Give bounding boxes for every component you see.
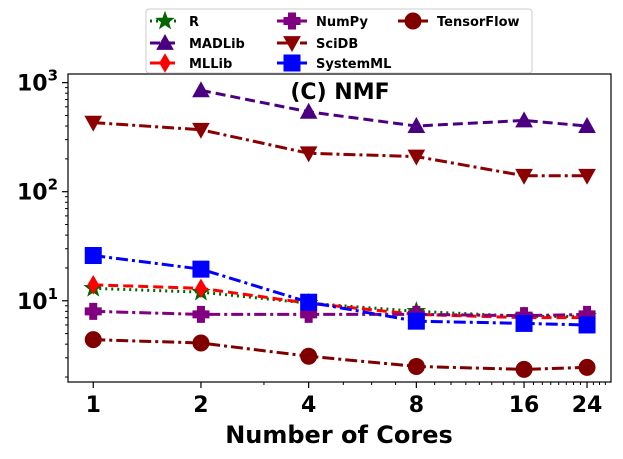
x-tick-label: 8 (409, 393, 424, 418)
data-point-madlib (192, 81, 210, 98)
series-scidb (84, 115, 596, 185)
y-tick-label: 101 (17, 285, 58, 315)
series-tensorflow (84, 331, 596, 378)
data-point-systemml (300, 293, 318, 311)
data-point-systemml (578, 316, 596, 334)
legend-entry-tensorflow: TensorFlow (398, 12, 520, 30)
series-line-mllib (93, 283, 588, 320)
x-tick-label: 16 (509, 393, 540, 418)
legend-label-systemml: SystemML (316, 57, 391, 72)
plot-frame (67, 73, 612, 383)
series-line-scidb (93, 121, 588, 178)
legend-marker-scidb (283, 36, 301, 53)
legend-entry-numpy: NumPy (277, 12, 368, 30)
data-point-numpy (84, 302, 102, 320)
data-point-scidb (407, 149, 426, 166)
legend-marker-tensorflow (404, 12, 422, 30)
data-point-scidb (299, 146, 318, 163)
data-point-tensorflow (84, 331, 102, 349)
y-tick-label: 103 (17, 67, 58, 97)
series-line-numpy (93, 309, 588, 318)
data-point-tensorflow (192, 334, 210, 352)
x-tick-label: 4 (301, 393, 316, 418)
data-point-tensorflow (300, 347, 318, 365)
legend-label-mllib: MLLib (189, 57, 232, 72)
data-point-systemml (407, 312, 425, 330)
legend-marker-mllib (159, 53, 171, 73)
legend-marker-r (155, 10, 175, 30)
legend-box (145, 8, 533, 74)
data-point-scidb (515, 168, 533, 185)
legend-label-tensorflow: TensorFlow (437, 15, 520, 30)
series-line-r (93, 286, 588, 318)
data-point-mllib (87, 275, 100, 295)
data-point-systemml (192, 260, 210, 278)
legend-entry-madlib: MADLib (150, 33, 245, 52)
legend-label-madlib: MADLib (189, 37, 245, 52)
series-line-systemml (93, 254, 588, 327)
data-point-madlib (578, 117, 596, 133)
data-point-tensorflow (515, 360, 533, 378)
legend-marker-systemml (283, 54, 301, 72)
data-point-madlib (299, 102, 318, 119)
legend: R MADLib MLLib NumPy SciDB SystemML TensorFlow (145, 8, 533, 74)
legend-label-numpy: NumPy (316, 15, 368, 30)
legend-entry-mllib: MLLib (150, 53, 232, 73)
x-axis-label: Number of Cores (225, 421, 453, 449)
legend-entry-r: R (150, 10, 199, 30)
legend-marker-madlib (156, 33, 174, 50)
series-madlib (192, 81, 596, 133)
data-point-madlib (515, 111, 533, 128)
chart-title: (C) NMF (290, 80, 389, 105)
legend-entry-systemml: SystemML (277, 54, 391, 72)
data-point-scidb (84, 115, 103, 132)
data-point-systemml (515, 314, 533, 332)
series-systemml (84, 247, 596, 334)
legend-marker-numpy (283, 12, 301, 30)
legend-entry-scidb: SciDB (277, 36, 358, 53)
data-point-tensorflow (407, 357, 425, 375)
data-point-madlib (407, 117, 426, 133)
data-point-numpy (300, 305, 318, 323)
data-point-scidb (578, 168, 596, 185)
x-tick-label: 2 (193, 393, 208, 418)
series-line-tensorflow (93, 338, 588, 371)
x-tick-label: 24 (572, 393, 603, 418)
data-point-mllib (195, 278, 207, 299)
data-point-systemml (84, 247, 102, 265)
x-tick-label: 1 (86, 393, 101, 418)
y-tick-label: 102 (17, 176, 58, 206)
legend-label-scidb: SciDB (316, 37, 358, 52)
legend-label-r: R (189, 15, 199, 30)
data-point-scidb (192, 122, 210, 139)
data-point-numpy (192, 305, 210, 323)
data-point-tensorflow (578, 358, 596, 376)
